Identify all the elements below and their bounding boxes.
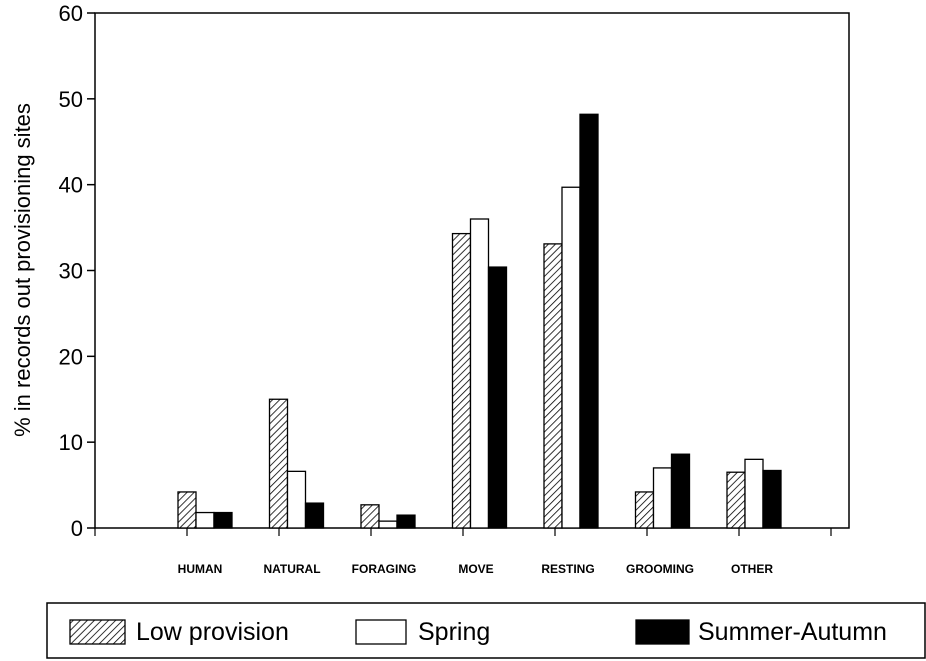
bar (451, 232, 472, 529)
x-tick-label: RESTING (541, 562, 594, 576)
y-axis-label: % in records out provisioning sites (10, 103, 35, 437)
bar (487, 266, 508, 529)
x-tick-label: HUMAN (178, 562, 223, 576)
y-tick-label: 0 (71, 516, 83, 541)
y-tick-label: 50 (59, 87, 83, 112)
legend-label: Low provision (136, 618, 289, 646)
bar (652, 467, 673, 529)
bar (268, 398, 289, 529)
bar (762, 469, 782, 529)
bar (726, 471, 746, 529)
bar (360, 504, 380, 529)
legend-border (46, 602, 926, 659)
legend-swatch (69, 619, 126, 645)
y-tick-label: 20 (59, 344, 83, 369)
y-tick-label: 40 (59, 173, 83, 198)
bar (579, 113, 599, 529)
x-axis: HUMAN NATURAL FORAGING MOVE RESTING GROOMING O… (94, 528, 832, 576)
bar (634, 491, 655, 529)
x-tick-label: OTHER (731, 562, 773, 576)
legend: Low provision Spring Summer-Autumn (46, 602, 926, 659)
bar (561, 186, 581, 529)
y-tick-label: 60 (59, 1, 83, 26)
bar (304, 502, 325, 529)
bar (213, 511, 233, 529)
bar (469, 218, 490, 529)
bar (286, 470, 307, 529)
x-tick-label: NATURAL (263, 562, 320, 576)
y-tick-label: 10 (59, 430, 83, 455)
bar (543, 243, 563, 529)
x-tick-label: MOVE (458, 562, 493, 576)
x-tick-label: GROOMING (626, 562, 694, 576)
bars (177, 113, 782, 529)
legend-label: Summer-Autumn (698, 618, 887, 646)
legend-label: Spring (418, 618, 490, 646)
y-tick-label: 30 (59, 259, 83, 284)
bar (195, 511, 215, 529)
y-axis: 0 10 20 30 40 50 60 (59, 1, 95, 541)
bar (177, 491, 197, 529)
bar (744, 458, 764, 529)
legend-swatch (355, 619, 407, 645)
legend-swatch (635, 619, 690, 645)
bar (378, 520, 398, 529)
x-tick-label: FORAGING (352, 562, 417, 576)
bar (670, 453, 691, 529)
bar (396, 514, 416, 529)
